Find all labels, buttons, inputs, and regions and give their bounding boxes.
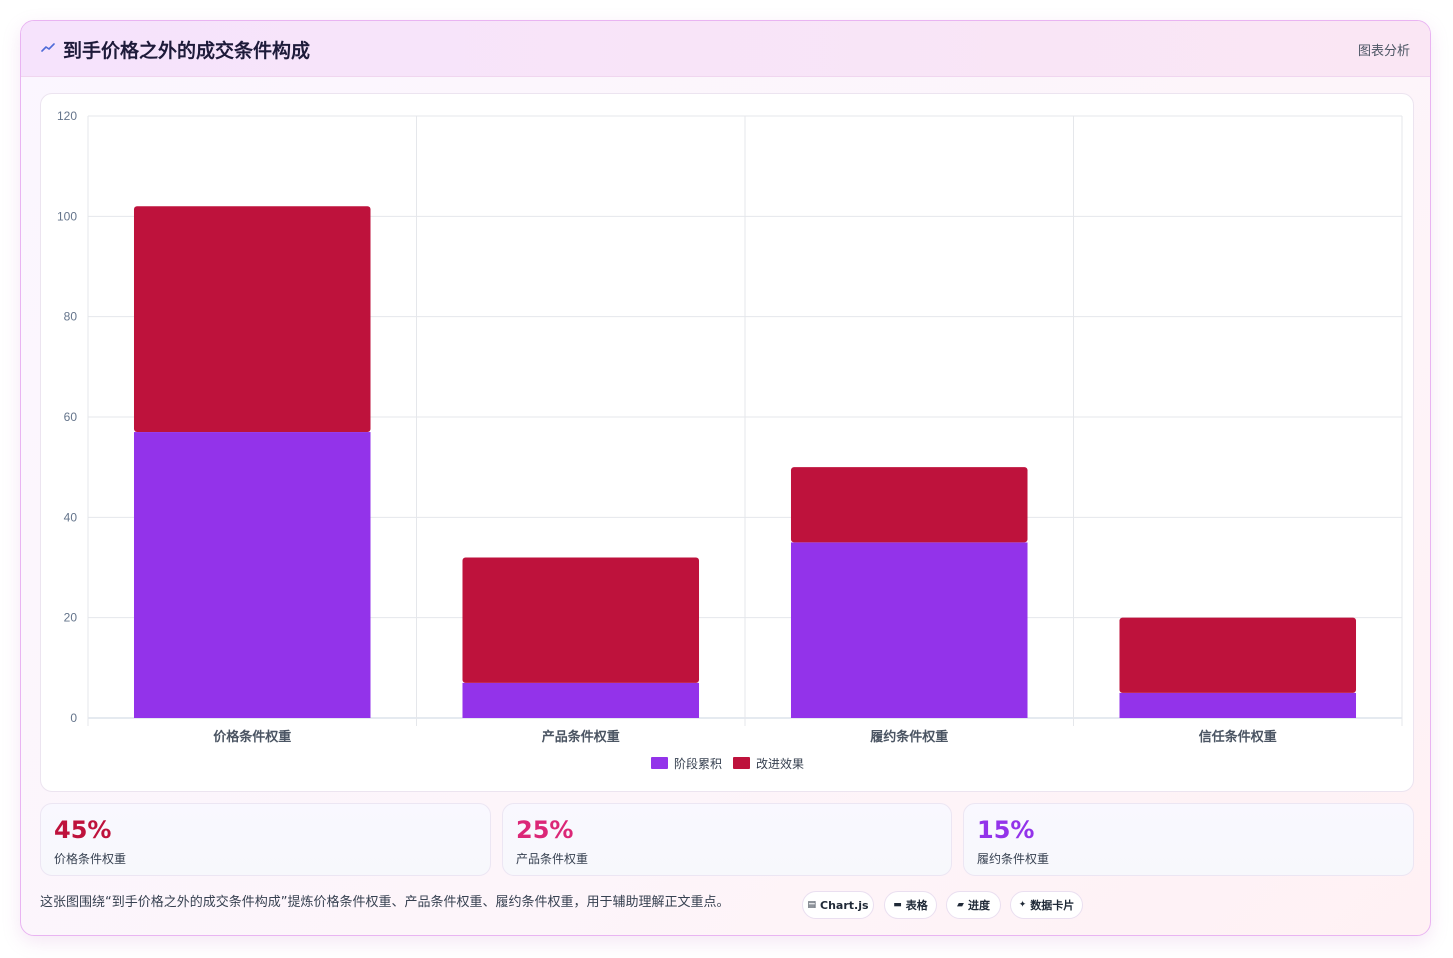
- bar-segment: [133, 206, 371, 433]
- stat-card-product: 25% 产品条件权重: [502, 803, 952, 876]
- legend-label: 阶段累积: [674, 756, 722, 771]
- page-title: 到手价格之外的成交条件构成: [63, 40, 311, 62]
- x-tick-label: 履约条件权重: [870, 729, 948, 744]
- chart-area: 0 20 40 60 80 100 120 价格条件权重 产品条件权重 履约条件权重 信任条件权重阶…: [40, 93, 1414, 792]
- bar-segment: [1119, 692, 1357, 718]
- stat-label: 履约条件权重: [977, 852, 1050, 866]
- x-tick-label: 价格条件权重: [213, 729, 291, 744]
- stat-card-price: 45% 价格条件权重: [40, 803, 491, 876]
- legend-swatch: [651, 757, 668, 769]
- stat-label: 价格条件权重: [54, 852, 127, 866]
- chip-label: 进度: [967, 899, 990, 912]
- bar-segment: [1119, 617, 1357, 693]
- chip-chartjs[interactable]: ▤ Chart.js: [802, 891, 874, 919]
- bar-segment: [462, 682, 700, 718]
- stat-label: 产品条件权重: [516, 852, 589, 866]
- stat-value: 15%: [977, 816, 1035, 844]
- chart-description: 这张图围绕“到手价格之外的成交条件构成”提炼价格条件权重、产品条件权重、履约条件…: [40, 895, 730, 910]
- y-tick-label: 0: [70, 711, 77, 725]
- legend-swatch: [733, 757, 750, 769]
- bar-segment: [790, 467, 1028, 543]
- chip-data-card[interactable]: ✦ 数据卡片: [1010, 891, 1083, 919]
- chart-analysis-tag: 图表分析: [1357, 44, 1410, 59]
- chip-label: Chart.js: [820, 898, 869, 912]
- bar-segment: [462, 557, 700, 683]
- y-tick-label: 60: [64, 410, 78, 424]
- chip-progress[interactable]: ▰ 进度: [946, 891, 1001, 919]
- chart-card: 到手价格之外的成交条件构成 图表分析 0 20 40 60 80 100 120 价格条件权重…: [20, 20, 1431, 936]
- x-tick-label: 产品条件权重: [542, 729, 620, 744]
- bar-segment: [790, 542, 1028, 718]
- stat-value: 45%: [54, 816, 112, 844]
- y-tick-label: 20: [64, 611, 78, 625]
- card-header: 到手价格之外的成交条件构成 图表分析: [21, 21, 1430, 77]
- legend-label: 改进效果: [756, 756, 804, 771]
- sparkle-icon: ✦: [1018, 900, 1027, 910]
- chart-icon: ▤: [807, 900, 816, 910]
- stat-card-fulfillment: 15% 履约条件权重: [963, 803, 1414, 876]
- y-tick-label: 40: [64, 510, 78, 524]
- stat-value: 25%: [516, 816, 574, 844]
- y-tick-label: 100: [57, 209, 77, 223]
- bar-segment: [133, 432, 371, 718]
- progress-icon: ▰: [957, 900, 964, 910]
- chip-label: 数据卡片: [1030, 899, 1075, 912]
- y-tick-label: 120: [57, 109, 77, 123]
- trend-icon: [41, 43, 55, 52]
- chip-table[interactable]: ▬ 表格: [884, 891, 937, 919]
- stacked-bar-chart: 0 20 40 60 80 100 120 价格条件权重 产品条件权重 履约条件权重 信任条件权重阶…: [57, 109, 1403, 771]
- y-tick-label: 80: [64, 310, 78, 324]
- table-icon: ▬: [893, 900, 902, 910]
- x-tick-label: 信任条件权重: [1199, 729, 1277, 744]
- chip-label: 表格: [905, 899, 928, 912]
